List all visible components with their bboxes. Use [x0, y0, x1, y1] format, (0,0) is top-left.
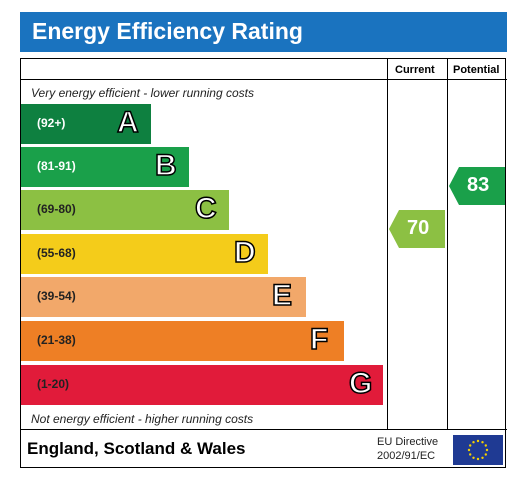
band-c: (69-80) C: [21, 190, 229, 230]
potential-rating-pointer-shape: [449, 167, 505, 205]
current-column-header: Current: [395, 64, 435, 76]
band-letter: F: [309, 322, 329, 357]
band-b: (81-91) B: [21, 147, 189, 187]
band-letter: B: [154, 148, 177, 183]
band-range-label: (21-38): [37, 333, 76, 347]
potential-rating-pointer-value: 83: [467, 174, 490, 196]
eu-directive: EU Directive 2002/91/EC: [377, 435, 438, 463]
band-range-label: (81-91): [37, 159, 76, 173]
band-e: (39-54) E: [21, 277, 306, 317]
band-g: (1-20) G: [21, 365, 383, 405]
divider-current: [387, 59, 388, 429]
potential-rating-pointer: 83: [449, 167, 505, 205]
potential-column-header: Potential: [453, 64, 500, 76]
header-divider: [21, 79, 507, 80]
band-letter: D: [233, 235, 256, 270]
current-rating-pointer-shape: [389, 210, 445, 248]
page-title: Energy Efficiency Rating: [32, 18, 303, 44]
band-letter: A: [116, 105, 139, 140]
eu-directive-line1: EU Directive: [377, 436, 439, 448]
divider-potential: [447, 59, 448, 429]
current-rating-pointer-value: 70: [407, 217, 430, 239]
band-range-label: (39-54): [37, 289, 76, 303]
band-d: (55-68) D: [21, 234, 268, 274]
band-f: (21-38) F: [21, 321, 344, 361]
band-range-label: (92+): [37, 116, 66, 130]
rating-chart: Current Potential Very energy efficient …: [20, 58, 507, 468]
efficient-note: Very energy efficient - lower running co…: [31, 86, 254, 100]
eu-directive-line2: 2002/91/EC: [377, 450, 436, 462]
band-letter: E: [271, 278, 293, 313]
current-rating-pointer: 70: [389, 210, 445, 248]
eu-flag-icon: [453, 435, 503, 465]
band-a: (92+) A: [21, 104, 151, 144]
band-range-label: (55-68): [37, 246, 76, 260]
band-range-label: (1-20): [37, 377, 70, 391]
band-letter: G: [348, 366, 373, 401]
band-range-label: (69-80): [37, 202, 76, 216]
band-letter: C: [194, 191, 217, 226]
inefficient-note: Not energy efficient - higher running co…: [31, 412, 254, 426]
title-bar: Energy Efficiency Rating: [20, 12, 507, 52]
footer-divider: [21, 429, 507, 430]
region-label: England, Scotland & Wales: [27, 439, 246, 458]
